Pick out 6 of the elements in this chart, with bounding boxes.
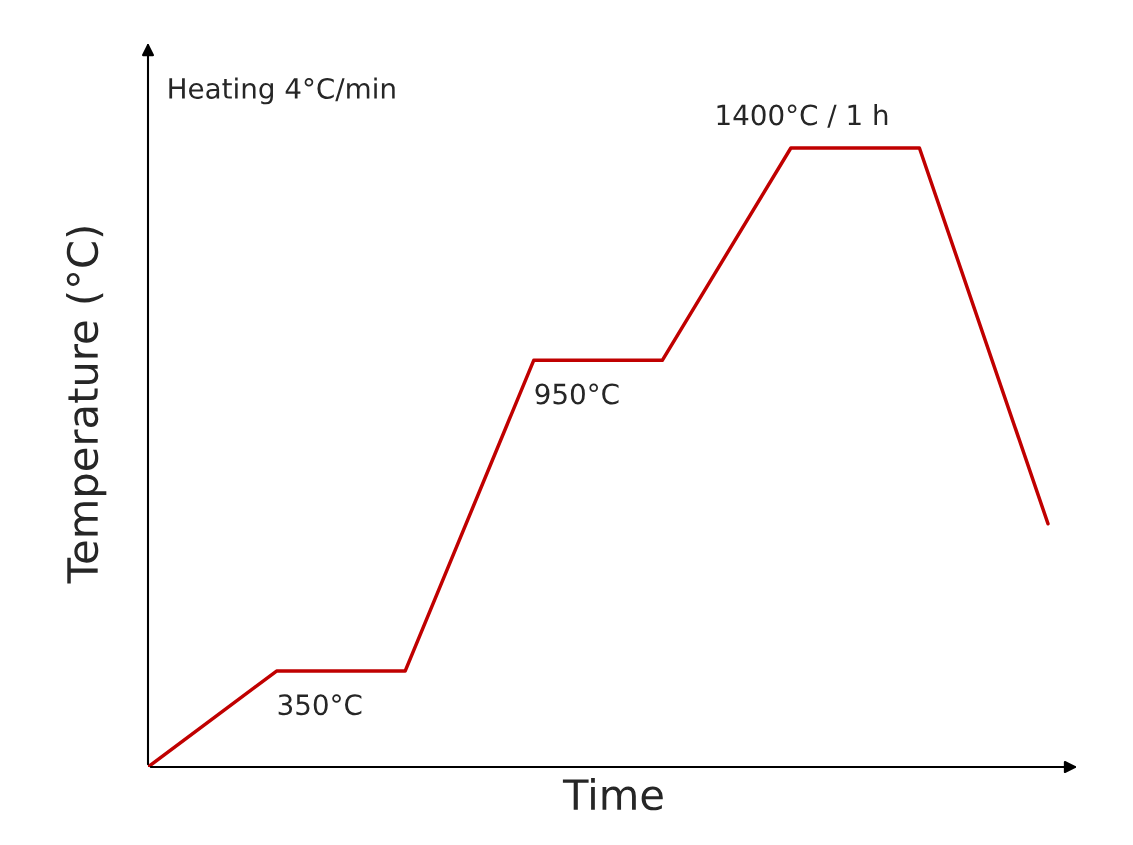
annotation: 950°C xyxy=(535,383,619,405)
x-axis-title: Time xyxy=(562,778,663,811)
annotation: 1400°C / 1 h xyxy=(717,104,888,128)
text: Heating 4°C/min xyxy=(169,77,395,105)
y-axis-title: Temperature (°C) xyxy=(66,227,107,584)
annotation: 350°C xyxy=(278,694,362,716)
